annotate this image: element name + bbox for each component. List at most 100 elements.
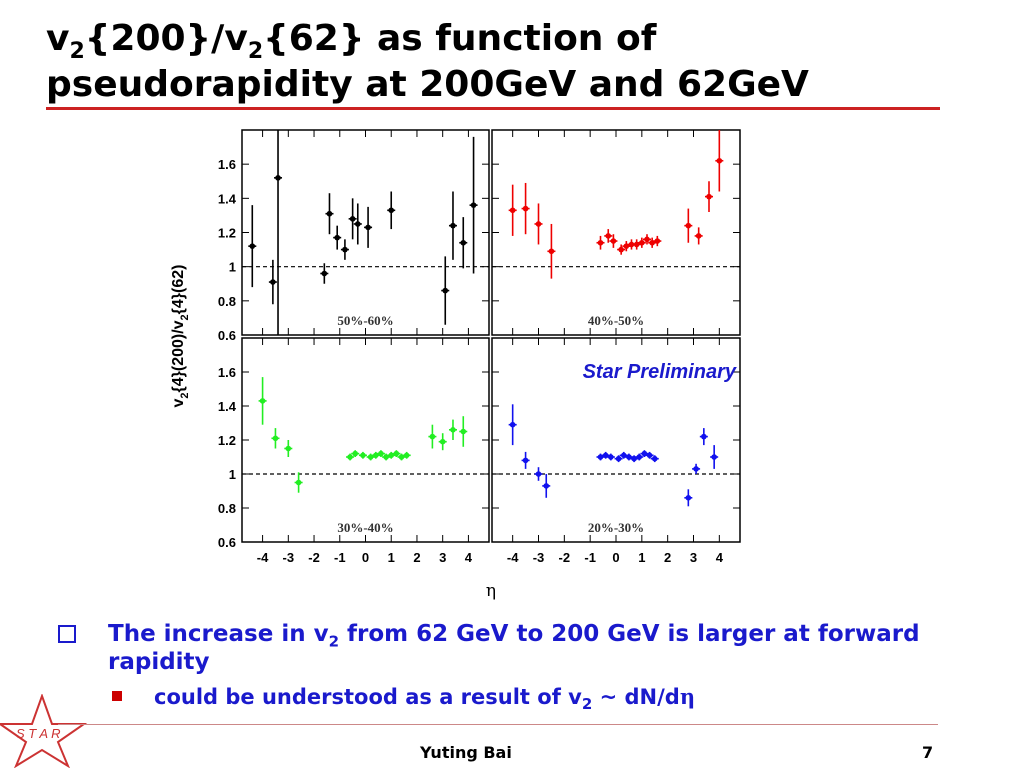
x-tick-label: -1 — [584, 550, 596, 565]
chart-figure: 0.6 0.8 1 1.2 1.4 1.6 50%-60% 40%-50% 0.6 0.8 1 1.2… — [170, 129, 741, 601]
data-point — [402, 451, 411, 459]
data-point — [387, 191, 396, 230]
x-tick-label: -4 — [257, 550, 269, 565]
bullet-list: The increase in v2 from 62 GeV to 200 Ge… — [58, 620, 988, 712]
data-point — [271, 428, 280, 449]
marker — [295, 479, 302, 486]
data-point — [596, 235, 605, 250]
data-point — [274, 130, 283, 335]
footer-divider — [58, 724, 938, 725]
marker — [393, 450, 400, 457]
data-point — [684, 208, 693, 243]
panel-label: 20%-30% — [588, 520, 644, 535]
data-point — [351, 450, 360, 457]
marker — [388, 207, 395, 214]
marker — [275, 175, 281, 181]
marker — [439, 438, 446, 445]
data-point — [640, 450, 649, 457]
marker — [716, 157, 723, 164]
data-point — [333, 225, 342, 250]
x-tick-label: -3 — [283, 550, 295, 565]
y-tick-label: 1 — [229, 467, 236, 482]
data-point — [650, 455, 659, 463]
marker — [543, 483, 550, 489]
data-point — [248, 205, 257, 288]
y-axis-label-part: v — [170, 399, 187, 408]
data-point — [392, 450, 401, 457]
x-tick-label: 0 — [362, 550, 369, 565]
marker — [535, 221, 542, 227]
marker — [354, 221, 361, 227]
x-tick-label: -3 — [533, 550, 545, 565]
y-tick-label: 1.6 — [218, 365, 236, 380]
panel-frame — [241, 129, 490, 336]
marker — [272, 435, 279, 442]
panel-top-left: 0.6 0.8 1 1.2 1.4 1.6 50%-60% — [218, 129, 490, 343]
data-point — [606, 453, 615, 461]
marker — [349, 216, 356, 222]
x-tick-label: 1 — [388, 550, 395, 565]
data-point — [346, 453, 355, 461]
x-tick-label: -2 — [308, 550, 320, 565]
marker — [360, 452, 366, 459]
marker — [249, 243, 256, 249]
panel-label: 30%-40% — [337, 520, 393, 535]
svg-text:S T A R: S T A R — [16, 726, 61, 741]
data-point — [268, 259, 277, 305]
data-point — [258, 377, 267, 425]
data-point — [547, 223, 556, 279]
marker — [509, 421, 516, 428]
y-tick-label: 0.6 — [218, 535, 236, 550]
marker — [365, 224, 371, 231]
data-point — [448, 419, 457, 440]
data-point — [643, 234, 651, 245]
page-number: 7 — [922, 743, 934, 762]
marker — [597, 239, 604, 246]
data-point — [284, 440, 293, 457]
y-tick-label: 0.6 — [218, 328, 236, 343]
marker — [378, 450, 384, 457]
hollow-square-bullet-icon — [58, 625, 76, 643]
marker — [701, 433, 707, 440]
y-axis-label: v2{4}(200)/v2{4}(62) — [170, 264, 191, 407]
marker — [685, 495, 692, 501]
data-point — [534, 203, 543, 245]
y-axis-label-part: 2 — [179, 392, 191, 398]
data-point — [441, 256, 450, 325]
marker — [615, 455, 622, 462]
data-point — [534, 467, 543, 481]
data-point — [438, 433, 447, 451]
bullet-item-2: could be understood as a result of v2 ~ … — [58, 684, 988, 712]
marker — [646, 452, 653, 459]
data-point — [715, 130, 724, 192]
x-tick-label: -4 — [507, 550, 519, 565]
marker — [693, 466, 699, 472]
data-point — [705, 181, 713, 212]
y-axis-label-part: 2 — [179, 314, 191, 320]
marker — [644, 236, 650, 243]
y-tick-label: 1.2 — [218, 226, 236, 241]
x-axis-label: η — [486, 581, 496, 601]
x-tick-label: 0 — [612, 550, 619, 565]
data-point — [353, 203, 362, 245]
marker — [270, 279, 276, 285]
marker — [470, 202, 477, 208]
data-point — [521, 182, 530, 235]
marker — [618, 246, 624, 253]
y-axis-label-part: {4}(200)/v — [170, 320, 187, 392]
data-point — [320, 263, 329, 284]
y-tick-label: 0.8 — [218, 294, 236, 309]
data-point — [469, 136, 478, 274]
data-point — [459, 217, 468, 269]
marker — [535, 471, 542, 477]
data-point — [294, 472, 303, 493]
marker — [429, 433, 436, 440]
bullet-item-1: The increase in v2 from 62 GeV to 200 Ge… — [58, 620, 988, 676]
marker — [442, 287, 449, 294]
marker — [685, 222, 692, 229]
data-point — [637, 237, 646, 248]
panel-frame — [491, 129, 741, 336]
panel-label: 40%-50% — [588, 313, 644, 328]
panel-label: 50%-60% — [337, 313, 393, 328]
panel-frame — [241, 337, 490, 543]
